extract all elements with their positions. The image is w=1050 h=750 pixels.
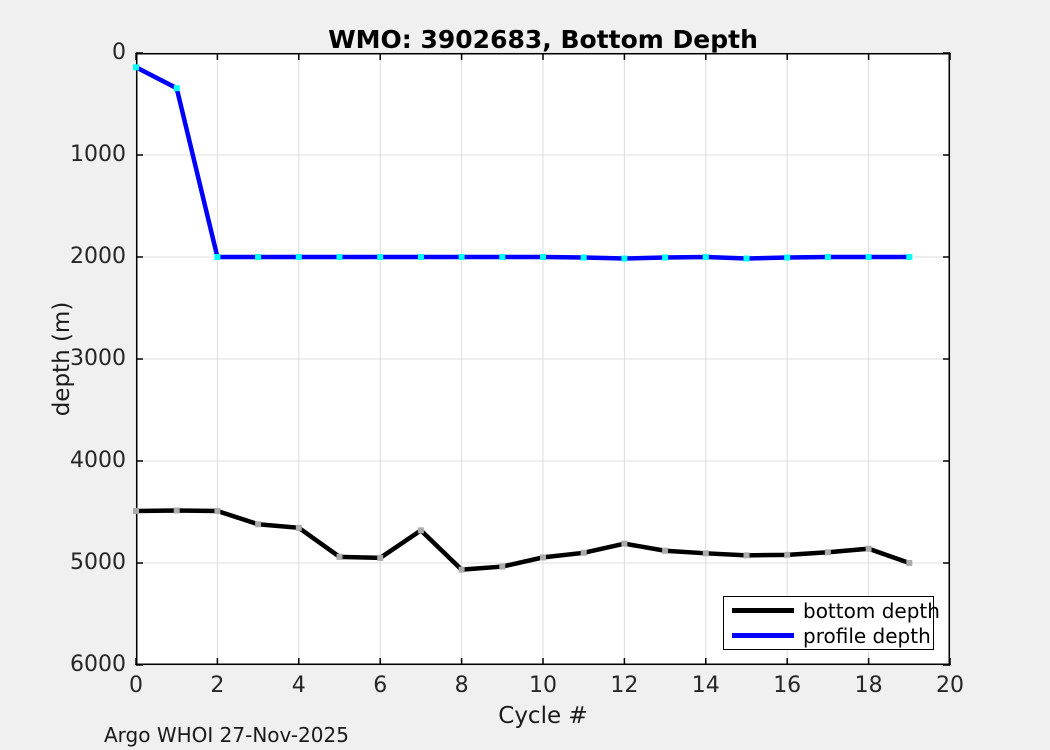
data-marker-profile-depth <box>173 85 180 92</box>
plot-canvas <box>133 52 951 666</box>
data-marker-bottom-depth <box>580 549 587 556</box>
x-tick-label: 20 <box>936 673 964 698</box>
data-marker-profile-depth <box>702 254 709 260</box>
data-marker-profile-depth <box>580 254 587 261</box>
data-marker-profile-depth <box>784 254 791 261</box>
data-marker-bottom-depth <box>499 563 506 570</box>
data-marker-profile-depth <box>458 254 465 260</box>
data-marker-bottom-depth <box>906 560 913 566</box>
data-marker-profile-depth <box>295 254 302 260</box>
data-marker-profile-depth <box>865 254 872 260</box>
y-tick-label: 0 <box>112 40 126 65</box>
plot-area <box>133 52 951 666</box>
data-marker-bottom-depth <box>743 552 750 559</box>
data-marker-profile-depth <box>621 255 628 262</box>
data-marker-profile-depth <box>417 254 424 260</box>
data-marker-bottom-depth <box>865 545 872 552</box>
data-marker-bottom-depth <box>540 554 546 561</box>
data-marker-profile-depth <box>743 255 750 262</box>
data-marker-bottom-depth <box>295 524 302 531</box>
data-marker-bottom-depth <box>784 551 791 558</box>
data-marker-profile-depth <box>499 254 506 260</box>
y-tick-label: 1000 <box>70 142 126 167</box>
data-marker-bottom-depth <box>702 550 709 557</box>
y-tick-label: 4000 <box>70 448 126 473</box>
x-tick-label: 10 <box>529 673 557 698</box>
x-tick-label: 6 <box>373 673 388 698</box>
data-marker-profile-depth <box>906 254 913 260</box>
data-marker-bottom-depth <box>662 547 669 554</box>
legend-label: bottom depth <box>803 598 940 623</box>
y-tick-label: 5000 <box>70 550 126 575</box>
x-tick-label: 14 <box>691 673 720 698</box>
x-tick-label: 4 <box>291 673 306 698</box>
data-marker-bottom-depth <box>621 540 628 547</box>
legend: bottom depth profile depth <box>723 596 940 650</box>
data-marker-profile-depth <box>214 254 221 260</box>
data-marker-profile-depth <box>336 254 343 260</box>
x-tick-label: 18 <box>854 673 883 698</box>
series-line-bottom-depth <box>135 508 911 572</box>
x-tick-label: 0 <box>129 673 143 698</box>
data-marker-bottom-depth <box>133 507 139 514</box>
y-tick-label: 3000 <box>70 346 126 371</box>
data-marker-bottom-depth <box>458 566 465 573</box>
y-tick-label: 2000 <box>70 244 126 269</box>
x-axis-label: Cycle # <box>498 703 588 729</box>
series-line-profile-depth <box>134 65 910 261</box>
legend-line-swatch-black <box>732 608 794 613</box>
data-marker-profile-depth <box>255 254 262 260</box>
data-marker-bottom-depth <box>824 549 831 556</box>
y-tick-label: 6000 <box>70 652 126 677</box>
data-marker-bottom-depth <box>214 507 221 514</box>
data-marker-profile-depth <box>662 254 669 261</box>
watermark-text: Argo WHOI 27-Nov-2025 <box>104 723 349 747</box>
chart-title: WMO: 3902683, Bottom Depth <box>328 25 758 54</box>
data-marker-bottom-depth <box>255 521 262 528</box>
legend-entry-profile-depth: profile depth <box>732 623 933 648</box>
x-tick-label: 2 <box>210 673 225 698</box>
x-tick-label: 12 <box>610 673 639 698</box>
data-marker-bottom-depth <box>417 527 424 534</box>
data-marker-bottom-depth <box>377 554 384 561</box>
data-marker-profile-depth <box>540 254 546 260</box>
legend-entry-bottom-depth: bottom depth <box>732 598 940 623</box>
data-marker-profile-depth <box>133 64 139 71</box>
data-marker-profile-depth <box>824 254 831 260</box>
legend-label: profile depth <box>803 623 931 648</box>
x-tick-label: 8 <box>454 673 469 698</box>
x-tick-label: 16 <box>773 673 802 698</box>
data-marker-bottom-depth <box>336 553 343 560</box>
legend-line-swatch-blue <box>732 633 794 638</box>
data-marker-profile-depth <box>377 254 384 260</box>
data-marker-bottom-depth <box>173 507 180 514</box>
